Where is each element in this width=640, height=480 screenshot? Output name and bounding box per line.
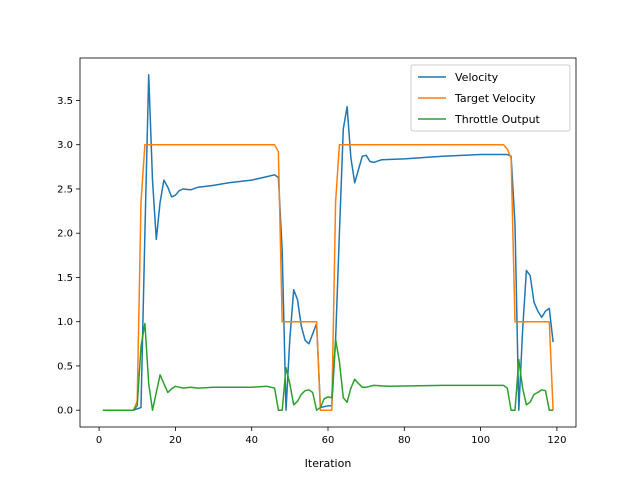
y-tick-label: 0.0 — [57, 406, 73, 417]
x-tick-label: 0 — [96, 435, 102, 446]
y-tick-label: 2.5 — [57, 184, 73, 195]
legend-label-target-velocity: Target Velocity — [454, 92, 536, 105]
x-tick-label: 100 — [471, 435, 490, 446]
y-tick-label: 3.5 — [57, 96, 73, 107]
legend-label-velocity: Velocity — [455, 71, 499, 84]
y-tick-label: 2.0 — [57, 229, 73, 240]
x-tick-label: 20 — [169, 435, 182, 446]
y-tick-label: 3.0 — [57, 140, 73, 151]
y-axis: 0.0 0.5 1.0 1.5 2.0 2.5 3.0 3.5 — [57, 96, 80, 417]
legend-label-throttle-output: Throttle Output — [454, 113, 541, 126]
plot-area — [102, 74, 554, 411]
legend-box — [410, 64, 571, 132]
x-axis-label: Iteration — [305, 457, 352, 470]
y-tick-label: 1.0 — [57, 317, 73, 328]
y-tick-label: 1.5 — [57, 273, 73, 284]
x-tick-label: 40 — [245, 435, 258, 446]
series-line-throttle-output — [102, 322, 554, 411]
axes-frame — [79, 57, 577, 428]
x-axis: 0 20 40 60 80 100 120 — [96, 427, 566, 446]
series-line-target-velocity — [102, 143, 554, 411]
x-tick-label: 80 — [398, 435, 411, 446]
legend: Velocity Target Velocity Throttle Output — [410, 64, 571, 132]
x-tick-label: 60 — [322, 435, 335, 446]
x-tick-label: 120 — [547, 435, 566, 446]
y-tick-label: 0.5 — [57, 361, 73, 372]
